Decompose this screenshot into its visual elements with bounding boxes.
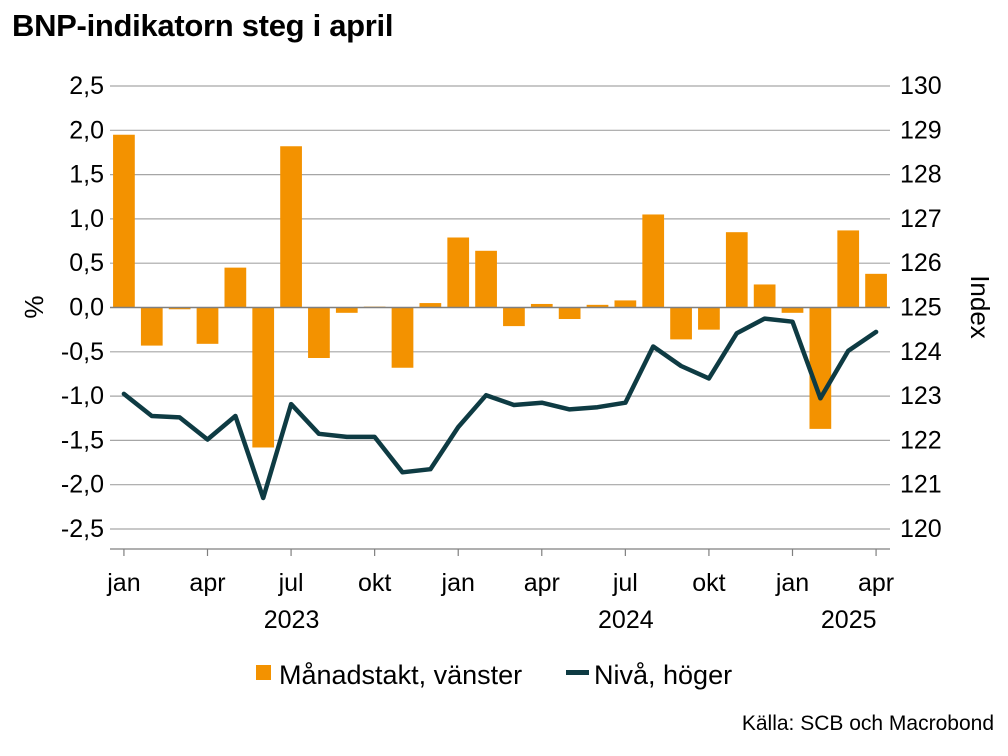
source-note: Källa: SCB och Macrobond	[741, 712, 994, 735]
bar-2024-06	[586, 304, 609, 308]
bar-2024-01	[447, 237, 470, 308]
line-series	[121, 316, 879, 501]
bar-2023-12	[419, 303, 442, 308]
bar-2024-02	[475, 250, 497, 308]
bar-2023-04	[196, 307, 219, 344]
right-tick-label: 130	[900, 72, 942, 100]
bar-2024-03	[503, 307, 525, 327]
right-tick-label: 128	[900, 161, 942, 189]
left-axis-label: %	[19, 295, 49, 318]
bar-2024-10	[698, 307, 720, 330]
legend-swatch-line	[566, 670, 589, 675]
bar-2023-02	[140, 307, 163, 346]
right-tick-label: 120	[900, 515, 942, 543]
bar-2023-01	[113, 134, 135, 308]
right-tick-label: 122	[900, 426, 942, 454]
x-tick-label: apr	[524, 569, 560, 597]
right-tick-label: 127	[900, 205, 942, 233]
x-tick-label: apr	[858, 569, 894, 597]
x-tick-label: jan	[775, 569, 809, 597]
left-tick-label: -1,0	[61, 382, 104, 410]
bar-series	[113, 134, 887, 448]
left-axis-ticks: 2,5 2,0 1,5 1,0 0,5 0,0 -0,5 -1,0 -1,5 -2,0 -2,5	[61, 72, 104, 543]
left-tick-label: -2,0	[61, 471, 104, 499]
grid-lines	[110, 85, 890, 530]
left-tick-label: -1,5	[61, 426, 104, 454]
bar-2024-09	[670, 307, 692, 340]
x-axis: jan apr jul okt jan apr jul okt jan apr 2023 2024 20…	[106, 548, 894, 634]
bar-2024-07	[614, 300, 637, 308]
bar-2023-05	[224, 267, 247, 308]
x-tick-label: okt	[692, 569, 725, 597]
bar-2023-11	[391, 307, 414, 368]
legend-label-line: Nivå, höger	[594, 660, 732, 690]
right-axis-ticks: 130 129 128 127 126 125 124 123 122 121 120	[900, 72, 942, 543]
left-tick-label: 0,0	[69, 294, 104, 322]
x-tick-label: okt	[358, 569, 391, 597]
x-tick-label: jan	[106, 569, 140, 597]
legend-label-bar: Månadstakt, vänster	[279, 660, 522, 690]
left-tick-label: 1,5	[69, 161, 104, 189]
x-tick-label: jul	[612, 569, 638, 597]
legend-swatch-bar	[256, 665, 271, 680]
bar-2025-01	[781, 307, 804, 313]
right-tick-label: 126	[900, 249, 942, 277]
bar-2024-11	[725, 232, 748, 308]
bar-2024-12	[753, 284, 776, 308]
bar-2025-03	[837, 230, 860, 308]
level-line	[121, 316, 879, 501]
bar-2023-03	[168, 307, 191, 310]
right-tick-label: 125	[900, 294, 942, 322]
left-tick-label: 0,5	[69, 249, 104, 277]
bar-2025-04	[865, 273, 887, 308]
x-tick-label: apr	[189, 569, 225, 597]
left-tick-label: 2,5	[69, 72, 104, 100]
left-tick-label: -0,5	[61, 338, 104, 366]
bar-2023-08	[308, 307, 330, 359]
right-axis-label: Index	[965, 275, 995, 339]
x-tick-label: jul	[278, 569, 304, 597]
left-tick-label: -2,5	[61, 515, 104, 543]
bar-2024-05	[558, 307, 581, 320]
legend: Månadstakt, vänster Nivå, höger	[256, 660, 732, 690]
x-tick-label: jan	[441, 569, 475, 597]
bar-2024-04	[530, 303, 553, 308]
year-label: 2025	[821, 606, 877, 634]
right-tick-label: 124	[900, 338, 942, 366]
right-tick-label: 129	[900, 116, 942, 144]
bar-2025-02	[809, 307, 832, 429]
bar-2023-09	[335, 307, 358, 313]
left-tick-label: 2,0	[69, 116, 104, 144]
year-label: 2024	[598, 606, 654, 634]
right-tick-label: 121	[900, 471, 942, 499]
right-tick-label: 123	[900, 382, 942, 410]
year-label: 2023	[264, 606, 320, 634]
chart-title: BNP-indikatorn steg i april	[12, 8, 394, 43]
left-tick-label: 1,0	[69, 205, 104, 233]
bar-2024-08	[642, 214, 665, 308]
bar-2023-06	[252, 307, 275, 448]
bar-2023-07	[280, 146, 302, 308]
